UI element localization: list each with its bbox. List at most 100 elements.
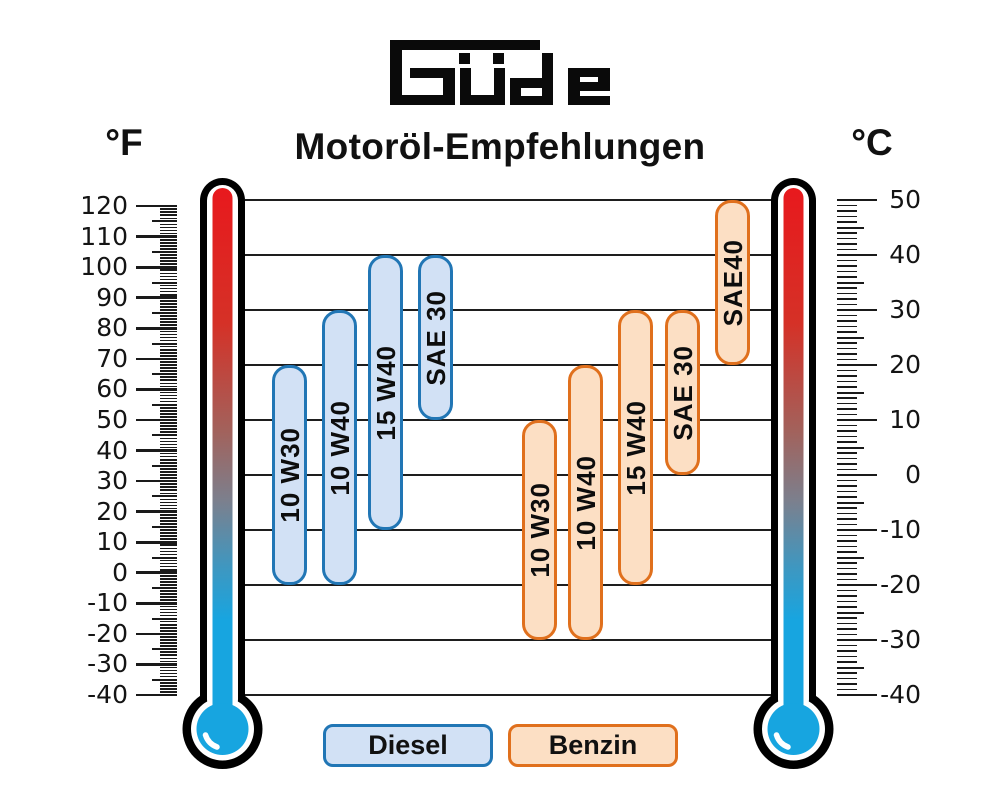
c-minor-tick (837, 606, 857, 608)
legend-diesel-label: Diesel (368, 730, 448, 760)
f-minor-tick (160, 477, 177, 479)
f-minor-tick (160, 309, 177, 311)
f-minor-tick (160, 608, 177, 611)
oil-bar-diesel-10w40: 10 W40 (322, 310, 357, 585)
f-tick-label-10: 10 (96, 527, 128, 557)
f-minor-tick (160, 507, 177, 510)
f-minor-tick (160, 345, 177, 348)
c-medium-tick (837, 446, 864, 449)
f-medium-tick (152, 587, 177, 590)
f-tick-label--10: -10 (87, 588, 128, 618)
gridline-50c (245, 199, 772, 201)
f-minor-tick (160, 413, 177, 415)
f-minor-tick (160, 214, 177, 217)
f-minor-tick (160, 513, 177, 516)
f-minor-tick (160, 303, 177, 305)
c-minor-tick (837, 314, 857, 317)
celsius-unit-label: °C (851, 122, 893, 163)
f-minor-tick (160, 394, 177, 397)
c-major-tick (837, 583, 877, 587)
f-medium-tick (152, 312, 177, 315)
c-minor-tick (837, 347, 857, 350)
f-minor-tick (160, 348, 177, 351)
f-minor-tick (160, 339, 177, 342)
c-major-tick (837, 198, 877, 202)
f-minor-tick (160, 498, 177, 501)
c-minor-tick (837, 479, 857, 482)
c-minor-tick (837, 457, 857, 460)
f-minor-tick (160, 483, 177, 485)
legend-benzin-label: Benzin (548, 730, 638, 760)
f-minor-tick (160, 529, 177, 531)
f-minor-tick (160, 376, 177, 379)
c-tick-label-10: 10 (889, 405, 921, 434)
f-tick-label-80: 80 (96, 313, 128, 343)
f-minor-tick (160, 685, 177, 687)
f-minor-tick (160, 614, 177, 617)
f-minor-tick (160, 630, 177, 632)
c-minor-tick (837, 683, 857, 685)
f-minor-tick (160, 437, 177, 440)
f-minor-tick (160, 654, 177, 657)
oil-bar-label-10w30: 10 W30 (524, 482, 555, 578)
c-tick-label--20: -20 (880, 570, 921, 599)
f-minor-tick (160, 443, 177, 446)
f-minor-tick (160, 425, 177, 427)
f-medium-tick (152, 281, 177, 284)
c-minor-tick (837, 325, 857, 328)
f-minor-tick (160, 238, 177, 241)
gude-logo-glyphs (390, 40, 610, 105)
f-minor-tick (160, 275, 177, 278)
f-major-tick (136, 632, 177, 636)
oil-bar-benzin-10w40: 10 W40 (568, 365, 603, 640)
page-title: Motoröl-Empfehlungen (294, 126, 706, 167)
c-major-tick (837, 528, 877, 532)
c-medium-tick (837, 281, 864, 284)
f-minor-tick (160, 293, 177, 296)
f-tick-label-40: 40 (96, 435, 128, 465)
c-minor-tick (837, 386, 857, 388)
f-minor-tick (160, 575, 177, 577)
c-tick-label--40: -40 (880, 680, 921, 709)
f-medium-tick (152, 403, 177, 406)
gridline-20c (245, 364, 772, 366)
c-minor-tick (837, 221, 857, 223)
c-minor-tick (837, 600, 857, 603)
f-minor-tick (160, 639, 177, 641)
c-minor-tick (837, 210, 857, 212)
c-minor-tick (837, 562, 857, 564)
f-minor-tick (160, 584, 177, 586)
f-minor-tick (160, 547, 177, 550)
f-minor-tick (160, 599, 177, 602)
c-minor-tick (837, 677, 857, 680)
f-tick-label--30: -30 (87, 649, 128, 679)
c-minor-tick (837, 650, 857, 652)
f-medium-tick (152, 648, 177, 651)
c-major-tick (837, 418, 877, 422)
f-minor-tick (160, 406, 177, 409)
f-medium-tick (152, 220, 177, 223)
f-minor-tick (160, 623, 177, 626)
f-minor-tick (160, 492, 177, 495)
f-minor-tick (160, 428, 177, 430)
f-minor-tick (160, 391, 177, 394)
c-medium-tick (837, 336, 864, 339)
f-minor-tick (160, 254, 177, 256)
legend-benzin: Benzin (508, 724, 678, 767)
f-minor-tick (160, 550, 177, 553)
oil-bar-benzin-15w40: 15 W40 (618, 310, 653, 585)
f-medium-tick (152, 434, 177, 437)
c-medium-tick (837, 556, 864, 559)
f-minor-tick (160, 620, 177, 623)
c-major-tick (837, 253, 877, 257)
f-minor-tick (160, 520, 177, 522)
f-minor-tick (160, 321, 177, 324)
c-minor-tick (837, 331, 857, 333)
f-minor-tick (160, 278, 177, 281)
f-minor-tick (160, 431, 177, 434)
fahrenheit-unit-label: °F (105, 122, 143, 163)
f-medium-tick (152, 342, 177, 345)
f-medium-tick (152, 525, 177, 528)
f-minor-tick (160, 471, 177, 473)
oil-bar-label-sae30: SAE 30 (667, 344, 698, 441)
